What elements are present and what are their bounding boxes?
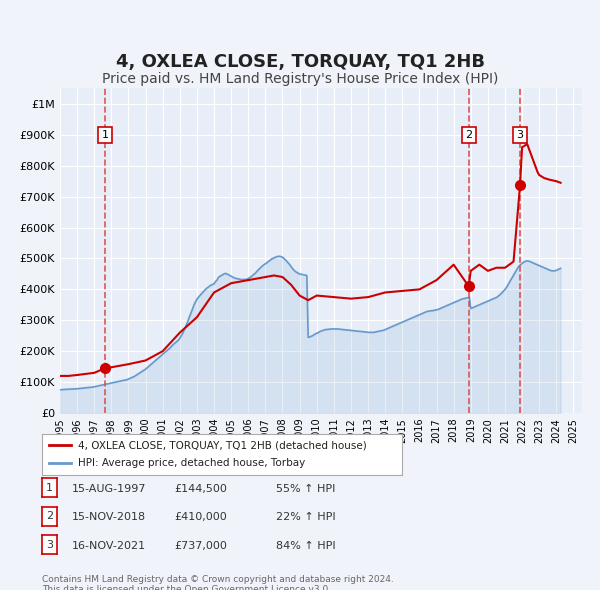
- Text: 1: 1: [46, 483, 53, 493]
- Text: Contains HM Land Registry data © Crown copyright and database right 2024.
This d: Contains HM Land Registry data © Crown c…: [42, 575, 394, 590]
- Text: 3: 3: [517, 130, 524, 140]
- Text: £144,500: £144,500: [174, 484, 227, 494]
- Text: 4, OXLEA CLOSE, TORQUAY, TQ1 2HB (detached house): 4, OXLEA CLOSE, TORQUAY, TQ1 2HB (detach…: [78, 440, 367, 450]
- Text: 16-NOV-2021: 16-NOV-2021: [72, 541, 146, 550]
- Text: HPI: Average price, detached house, Torbay: HPI: Average price, detached house, Torb…: [78, 458, 305, 468]
- Text: 1: 1: [101, 130, 109, 140]
- Text: 22% ↑ HPI: 22% ↑ HPI: [276, 513, 335, 522]
- Text: 4, OXLEA CLOSE, TORQUAY, TQ1 2HB: 4, OXLEA CLOSE, TORQUAY, TQ1 2HB: [115, 53, 485, 71]
- Text: 84% ↑ HPI: 84% ↑ HPI: [276, 541, 335, 550]
- Text: Price paid vs. HM Land Registry's House Price Index (HPI): Price paid vs. HM Land Registry's House …: [102, 71, 498, 86]
- Text: £737,000: £737,000: [174, 541, 227, 550]
- Text: 2: 2: [46, 512, 53, 521]
- Text: 15-AUG-1997: 15-AUG-1997: [72, 484, 146, 494]
- Text: 55% ↑ HPI: 55% ↑ HPI: [276, 484, 335, 494]
- Text: £410,000: £410,000: [174, 513, 227, 522]
- Text: 15-NOV-2018: 15-NOV-2018: [72, 513, 146, 522]
- Text: 3: 3: [46, 540, 53, 549]
- Text: 2: 2: [465, 130, 472, 140]
